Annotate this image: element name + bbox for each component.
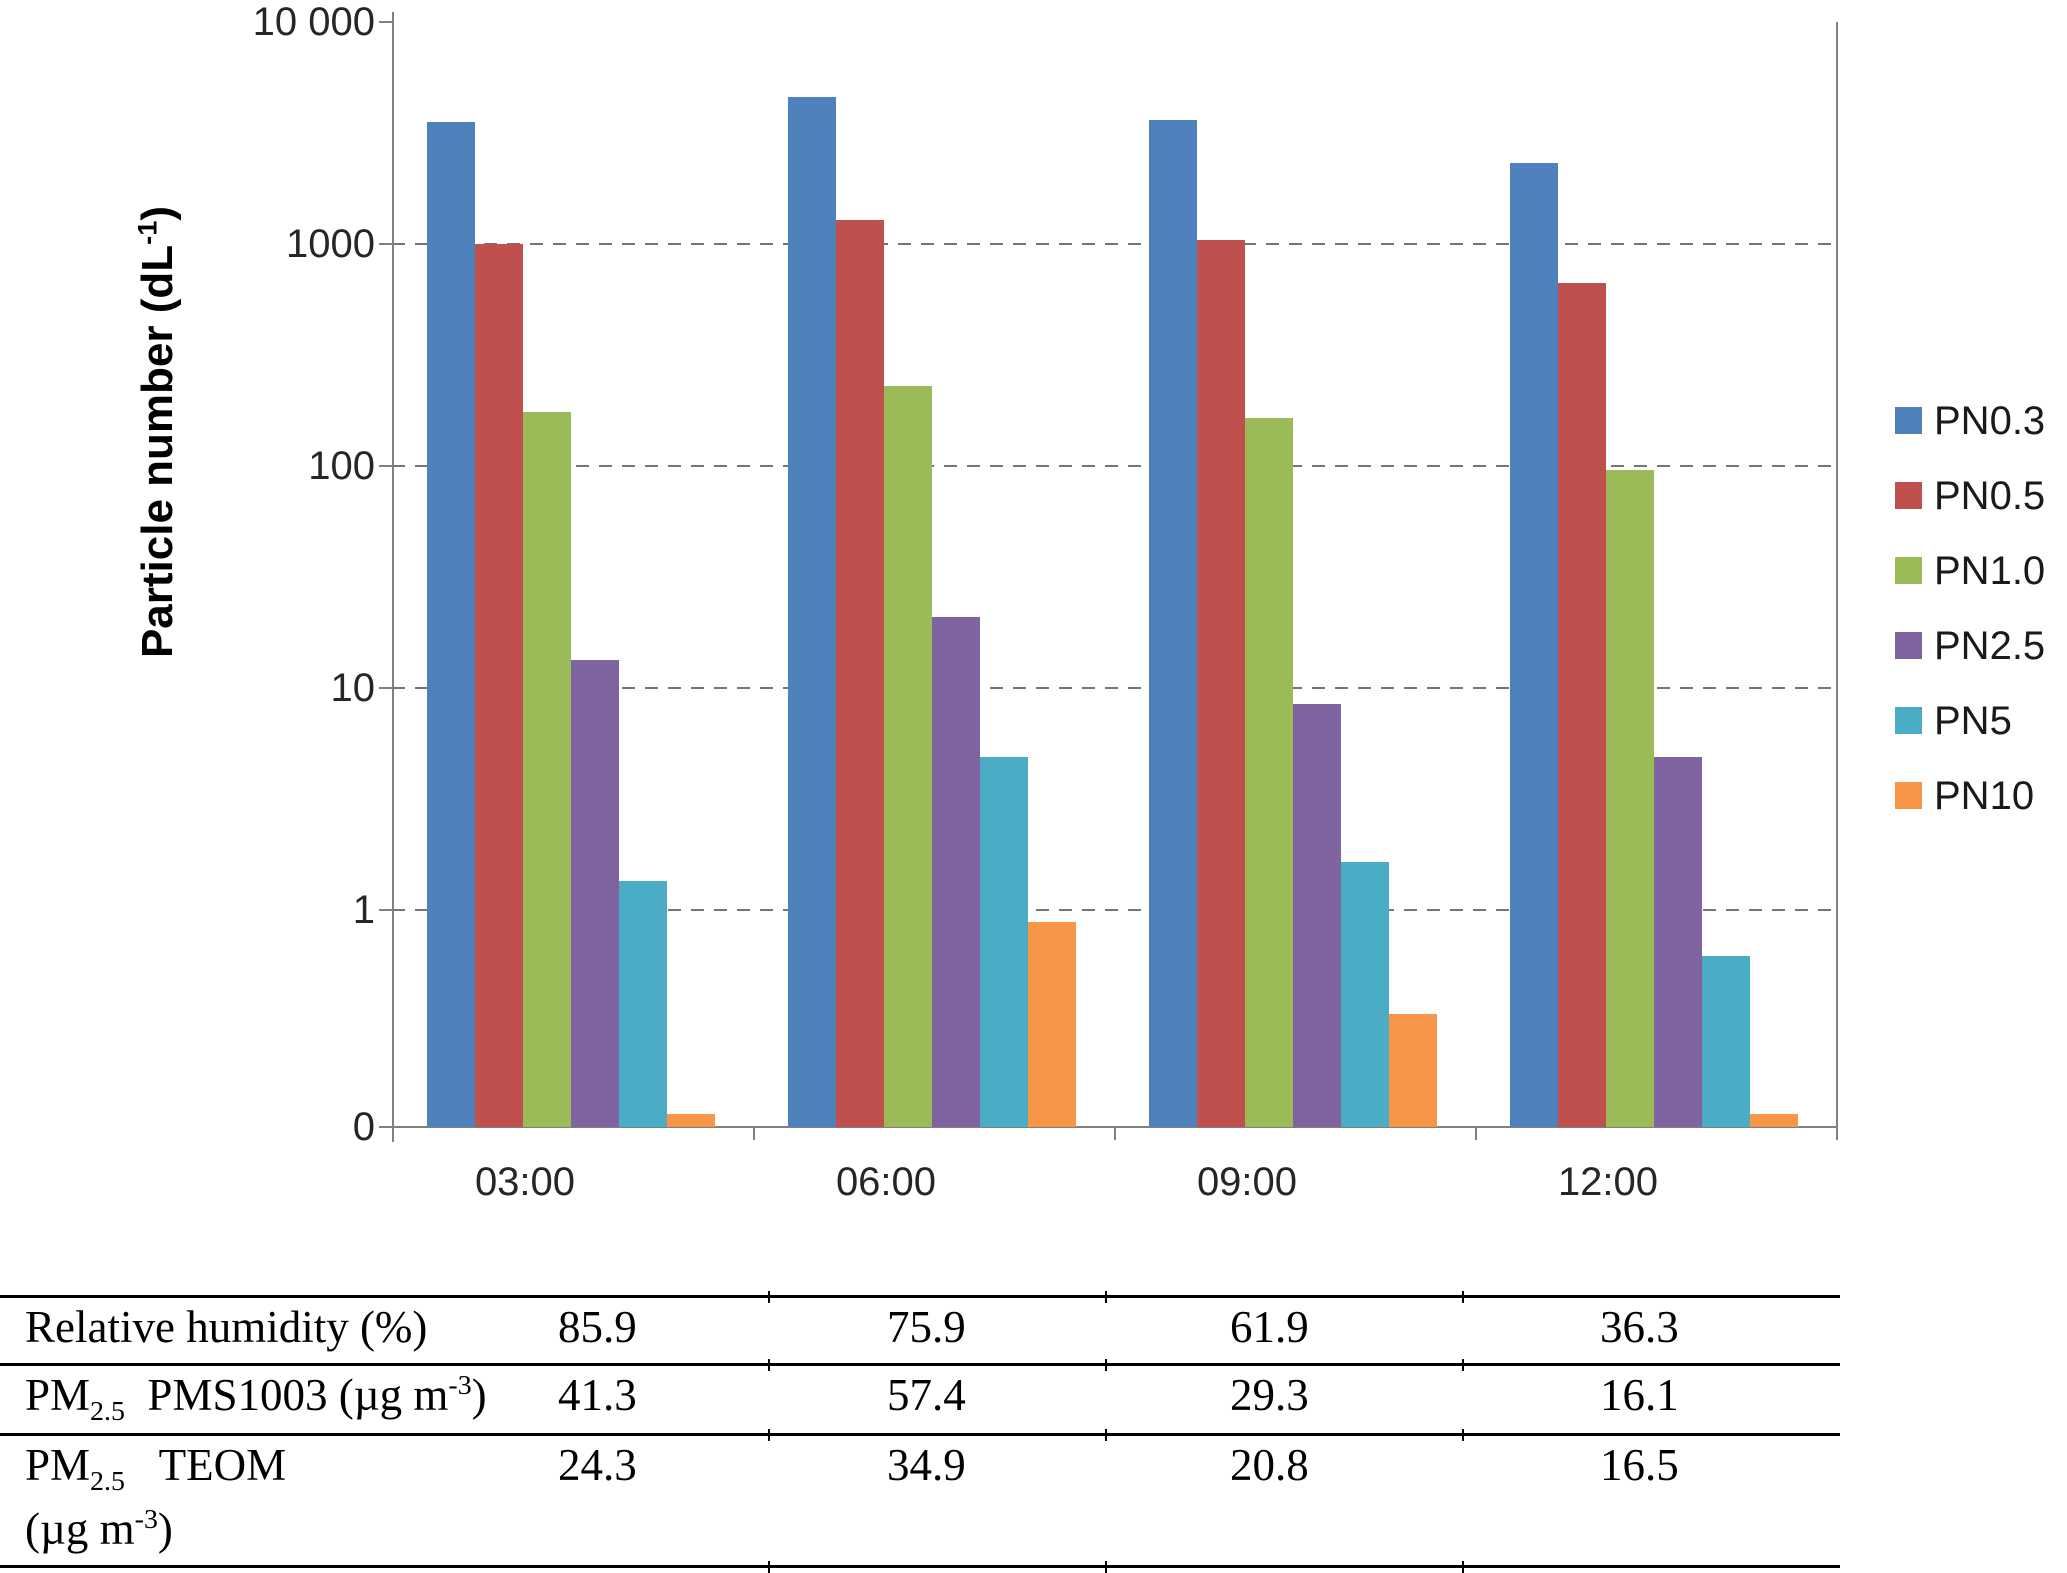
bar-PN1.0-06:00 — [884, 386, 932, 1127]
bar-PN2.5-03:00 — [571, 659, 619, 1127]
x-tick-label: 12:00 — [1557, 1160, 1659, 1204]
plot-right-border — [1836, 22, 1838, 1127]
table-border-line — [0, 1363, 1840, 1366]
table-cell: 29.3 — [1230, 1370, 1309, 1420]
y-tick-label: 0 — [352, 1105, 375, 1149]
bar-PN0.3-03:00 — [427, 122, 475, 1127]
table-cell: 20.8 — [1230, 1440, 1309, 1490]
bar-PN1.0-09:00 — [1245, 417, 1293, 1127]
table-column-tick — [768, 1561, 770, 1573]
table-cell: 16.5 — [1600, 1440, 1679, 1490]
table-column-tick — [1462, 1561, 1464, 1573]
table-cell: 34.9 — [887, 1440, 966, 1490]
bar-PN0.5-09:00 — [1197, 239, 1245, 1127]
bar-PN0.5-03:00 — [475, 243, 523, 1127]
legend-label: PN2.5 — [1934, 624, 2046, 668]
y-tick-mark — [379, 1126, 392, 1128]
bar-PN10-09:00 — [1389, 1013, 1437, 1127]
bar-PN5-03:00 — [619, 881, 667, 1127]
bar-PN2.5-06:00 — [932, 617, 980, 1127]
legend-swatch-PN5 — [1895, 707, 1922, 734]
legend-swatch-PN0.3 — [1895, 407, 1922, 434]
table-column-tick — [1105, 1429, 1107, 1441]
table-cell: 61.9 — [1230, 1302, 1309, 1352]
legend-label: PN0.3 — [1934, 399, 2046, 443]
bar-PN2.5-12:00 — [1654, 757, 1702, 1127]
legend-swatch-PN10 — [1895, 782, 1922, 809]
table-cell: 36.3 — [1600, 1302, 1679, 1352]
y-axis-title: Particle number (dL-1) — [131, 205, 182, 659]
table-column-tick — [1105, 1291, 1107, 1303]
gridline — [392, 909, 1836, 911]
x-tick-label: 03:00 — [474, 1160, 576, 1204]
bar-PN0.5-12:00 — [1558, 282, 1606, 1127]
gridline — [392, 687, 1836, 689]
table-cell: 16.1 — [1600, 1370, 1679, 1420]
x-boundary-tick — [1114, 1127, 1116, 1140]
bar-PN0.3-06:00 — [788, 96, 836, 1127]
y-tick-mark — [379, 909, 392, 911]
legend-label: PN1.0 — [1934, 549, 2046, 593]
table-column-tick — [768, 1429, 770, 1441]
y-tick-mark — [379, 243, 392, 245]
table-cell: 75.9 — [887, 1302, 966, 1352]
bar-PN1.0-03:00 — [523, 411, 571, 1127]
x-boundary-tick — [753, 1127, 755, 1140]
table-cell: 24.3 — [558, 1440, 637, 1490]
bar-PN10-12:00 — [1750, 1113, 1798, 1127]
table-row-label: Relative humidity (%) — [25, 1302, 428, 1352]
bar-PN5-09:00 — [1341, 861, 1389, 1127]
legend-label: PN10 — [1934, 774, 2035, 818]
y-tick-label: 1000 — [286, 222, 375, 266]
bar-PN10-06:00 — [1028, 922, 1076, 1127]
table-column-tick — [1462, 1429, 1464, 1441]
table-column-tick — [768, 1291, 770, 1303]
bar-PN2.5-09:00 — [1293, 704, 1341, 1127]
table-cell: 85.9 — [558, 1302, 637, 1352]
bar-PN0.5-06:00 — [836, 220, 884, 1127]
legend-label: PN5 — [1934, 699, 2012, 743]
table-border-line — [0, 1433, 1840, 1436]
y-tick-mark — [379, 465, 392, 467]
table-column-tick — [1462, 1291, 1464, 1303]
x-tick-label: 06:00 — [835, 1160, 937, 1204]
gridline — [392, 465, 1836, 467]
table-border-line — [0, 1295, 1840, 1298]
table-row-label: PM2.5 PMS1003 (µg m-3) — [25, 1370, 487, 1427]
bar-PN1.0-12:00 — [1606, 469, 1654, 1127]
table-column-tick — [1105, 1561, 1107, 1573]
legend-label: PN0.5 — [1934, 474, 2046, 518]
y-tick-label: 10 000 — [252, 0, 375, 44]
table-column-tick — [768, 1359, 770, 1371]
table-row-label: PM2.5 TEOM — [25, 1440, 287, 1497]
y-tick-mark — [379, 687, 392, 689]
bar-PN5-12:00 — [1702, 955, 1750, 1127]
x-boundary-tick — [1475, 1127, 1477, 1140]
x-tick-label: 09:00 — [1196, 1160, 1298, 1204]
legend-swatch-PN2.5 — [1895, 632, 1922, 659]
table-column-tick — [1105, 1359, 1107, 1371]
y-tick-label: 100 — [308, 444, 375, 488]
bar-PN10-03:00 — [667, 1113, 715, 1127]
gridline — [392, 243, 1836, 245]
legend-swatch-PN0.5 — [1895, 482, 1922, 509]
x-boundary-tick — [1836, 1127, 1838, 1140]
table-cell: 57.4 — [887, 1370, 966, 1420]
legend-swatch-PN1.0 — [1895, 557, 1922, 584]
table-column-tick — [1462, 1359, 1464, 1371]
x-boundary-tick — [392, 1127, 394, 1140]
y-tick-mark — [379, 21, 392, 23]
y-tick-label: 10 — [330, 666, 376, 710]
bar-PN5-06:00 — [980, 757, 1028, 1127]
table-row-label: (µg m-3) — [25, 1504, 173, 1554]
y-axis-line — [392, 12, 394, 1142]
table-cell: 41.3 — [558, 1370, 637, 1420]
table-border-line — [0, 1565, 1840, 1568]
bar-PN0.3-12:00 — [1510, 163, 1558, 1127]
bar-PN0.3-09:00 — [1149, 119, 1197, 1127]
y-tick-label: 1 — [352, 888, 375, 932]
